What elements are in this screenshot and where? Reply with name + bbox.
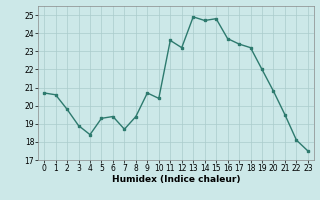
X-axis label: Humidex (Indice chaleur): Humidex (Indice chaleur): [112, 175, 240, 184]
